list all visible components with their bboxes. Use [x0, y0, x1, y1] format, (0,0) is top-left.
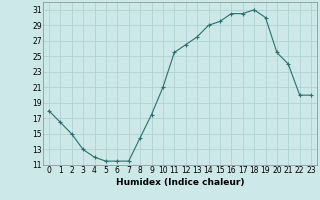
X-axis label: Humidex (Indice chaleur): Humidex (Indice chaleur) — [116, 178, 244, 187]
